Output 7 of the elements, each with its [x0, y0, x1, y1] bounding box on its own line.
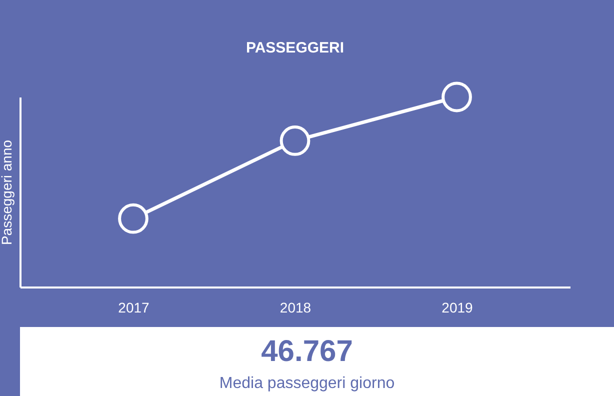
x-tick-label: 2018	[280, 300, 312, 316]
text: Media passeggeri giorno	[219, 375, 395, 392]
text: 46.767	[261, 335, 353, 368]
x-tick-label: 2019	[442, 300, 474, 316]
chart-title: PASSEGGERI	[246, 39, 344, 56]
y-axis-title: Passeggeri anno	[0, 140, 14, 246]
x-tick-label: 2017	[118, 300, 150, 316]
